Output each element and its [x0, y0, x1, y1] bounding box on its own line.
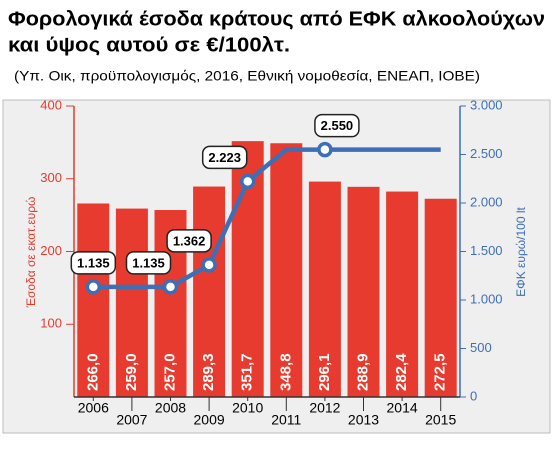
y-axis-title: Έσοδα σε εκατ.ευρώ — [24, 197, 38, 309]
bar — [115, 208, 148, 397]
line-marker — [317, 141, 333, 158]
bar — [424, 198, 457, 397]
x-tick-label: 2015 — [425, 412, 456, 428]
y-tick-label: 300 — [40, 170, 62, 185]
value-label-box — [314, 113, 360, 138]
bar-value-label: 348,8 — [277, 353, 294, 391]
line-value-label: 1.135 — [132, 255, 165, 270]
line-marker — [85, 279, 102, 295]
value-label-box — [201, 145, 248, 170]
bar-value-label: 259,0 — [123, 353, 140, 391]
value-label-box — [70, 251, 117, 275]
y2-tick-label: 0 — [470, 388, 477, 403]
y-tick-label: 400 — [40, 97, 62, 112]
bar-value-label: 272,5 — [432, 353, 449, 391]
line-marker — [239, 173, 256, 190]
line-marker — [162, 279, 179, 295]
line-value-label: 2.223 — [208, 150, 241, 165]
bar-value-label: 289,3 — [200, 353, 217, 391]
chart-subtitle: (Υπ. Οικ, προϋπολογισμός, 2016, Εθνική ν… — [14, 68, 480, 84]
bar — [308, 181, 341, 397]
y2-tick-label: 1.500 — [470, 243, 503, 258]
y2-tick-label: 2.000 — [470, 194, 503, 209]
line-marker — [201, 257, 217, 273]
bar — [193, 186, 226, 397]
y-tick-label: 200 — [40, 243, 62, 258]
y2-tick-label: 2.500 — [470, 146, 503, 161]
bar-value-label: 257,0 — [161, 353, 178, 391]
bar-value-label: 351,7 — [239, 353, 256, 391]
value-label-box — [166, 229, 212, 253]
line-value-label: 1.135 — [77, 255, 110, 270]
chart-title: Φορολογικά έσοδα κράτους από ΕΦΚ αλκοολο… — [8, 8, 545, 30]
y2-tick-label: 500 — [470, 340, 492, 355]
chart-title: και ύψος αυτού σε €/100λτ. — [8, 34, 290, 56]
bar-value-label: 288,9 — [354, 353, 371, 391]
bar — [77, 203, 110, 397]
bar — [347, 186, 380, 397]
bar-value-label: 282,4 — [393, 353, 410, 391]
x-tick-label: 2009 — [194, 412, 225, 428]
y2-tick-label: 1.000 — [470, 291, 503, 306]
line — [93, 147, 441, 290]
x-tick-label: 2012 — [309, 400, 340, 416]
bar — [270, 143, 303, 397]
y-tick-label: 100 — [40, 316, 62, 331]
line-value-label: 1.362 — [173, 233, 206, 248]
y2-tick-label: 3.000 — [470, 97, 503, 112]
bar — [386, 191, 419, 397]
bar-value-label: 296,1 — [316, 353, 333, 391]
x-tick-label: 2007 — [116, 412, 147, 428]
y2-axis-title: ΕΦΚ ευρώ/100 lt — [514, 206, 528, 296]
x-tick-label: 2006 — [78, 400, 109, 416]
bar-value-label: 266,0 — [84, 353, 101, 391]
x-tick-label: 2014 — [387, 400, 418, 416]
x-tick-label: 2010 — [232, 400, 263, 416]
line-value-label: 2.550 — [321, 118, 354, 133]
x-tick-label: 2011 — [271, 412, 301, 428]
x-tick-label: 2008 — [155, 400, 186, 416]
x-tick-label: 2013 — [348, 412, 379, 428]
value-label-box — [125, 251, 172, 275]
